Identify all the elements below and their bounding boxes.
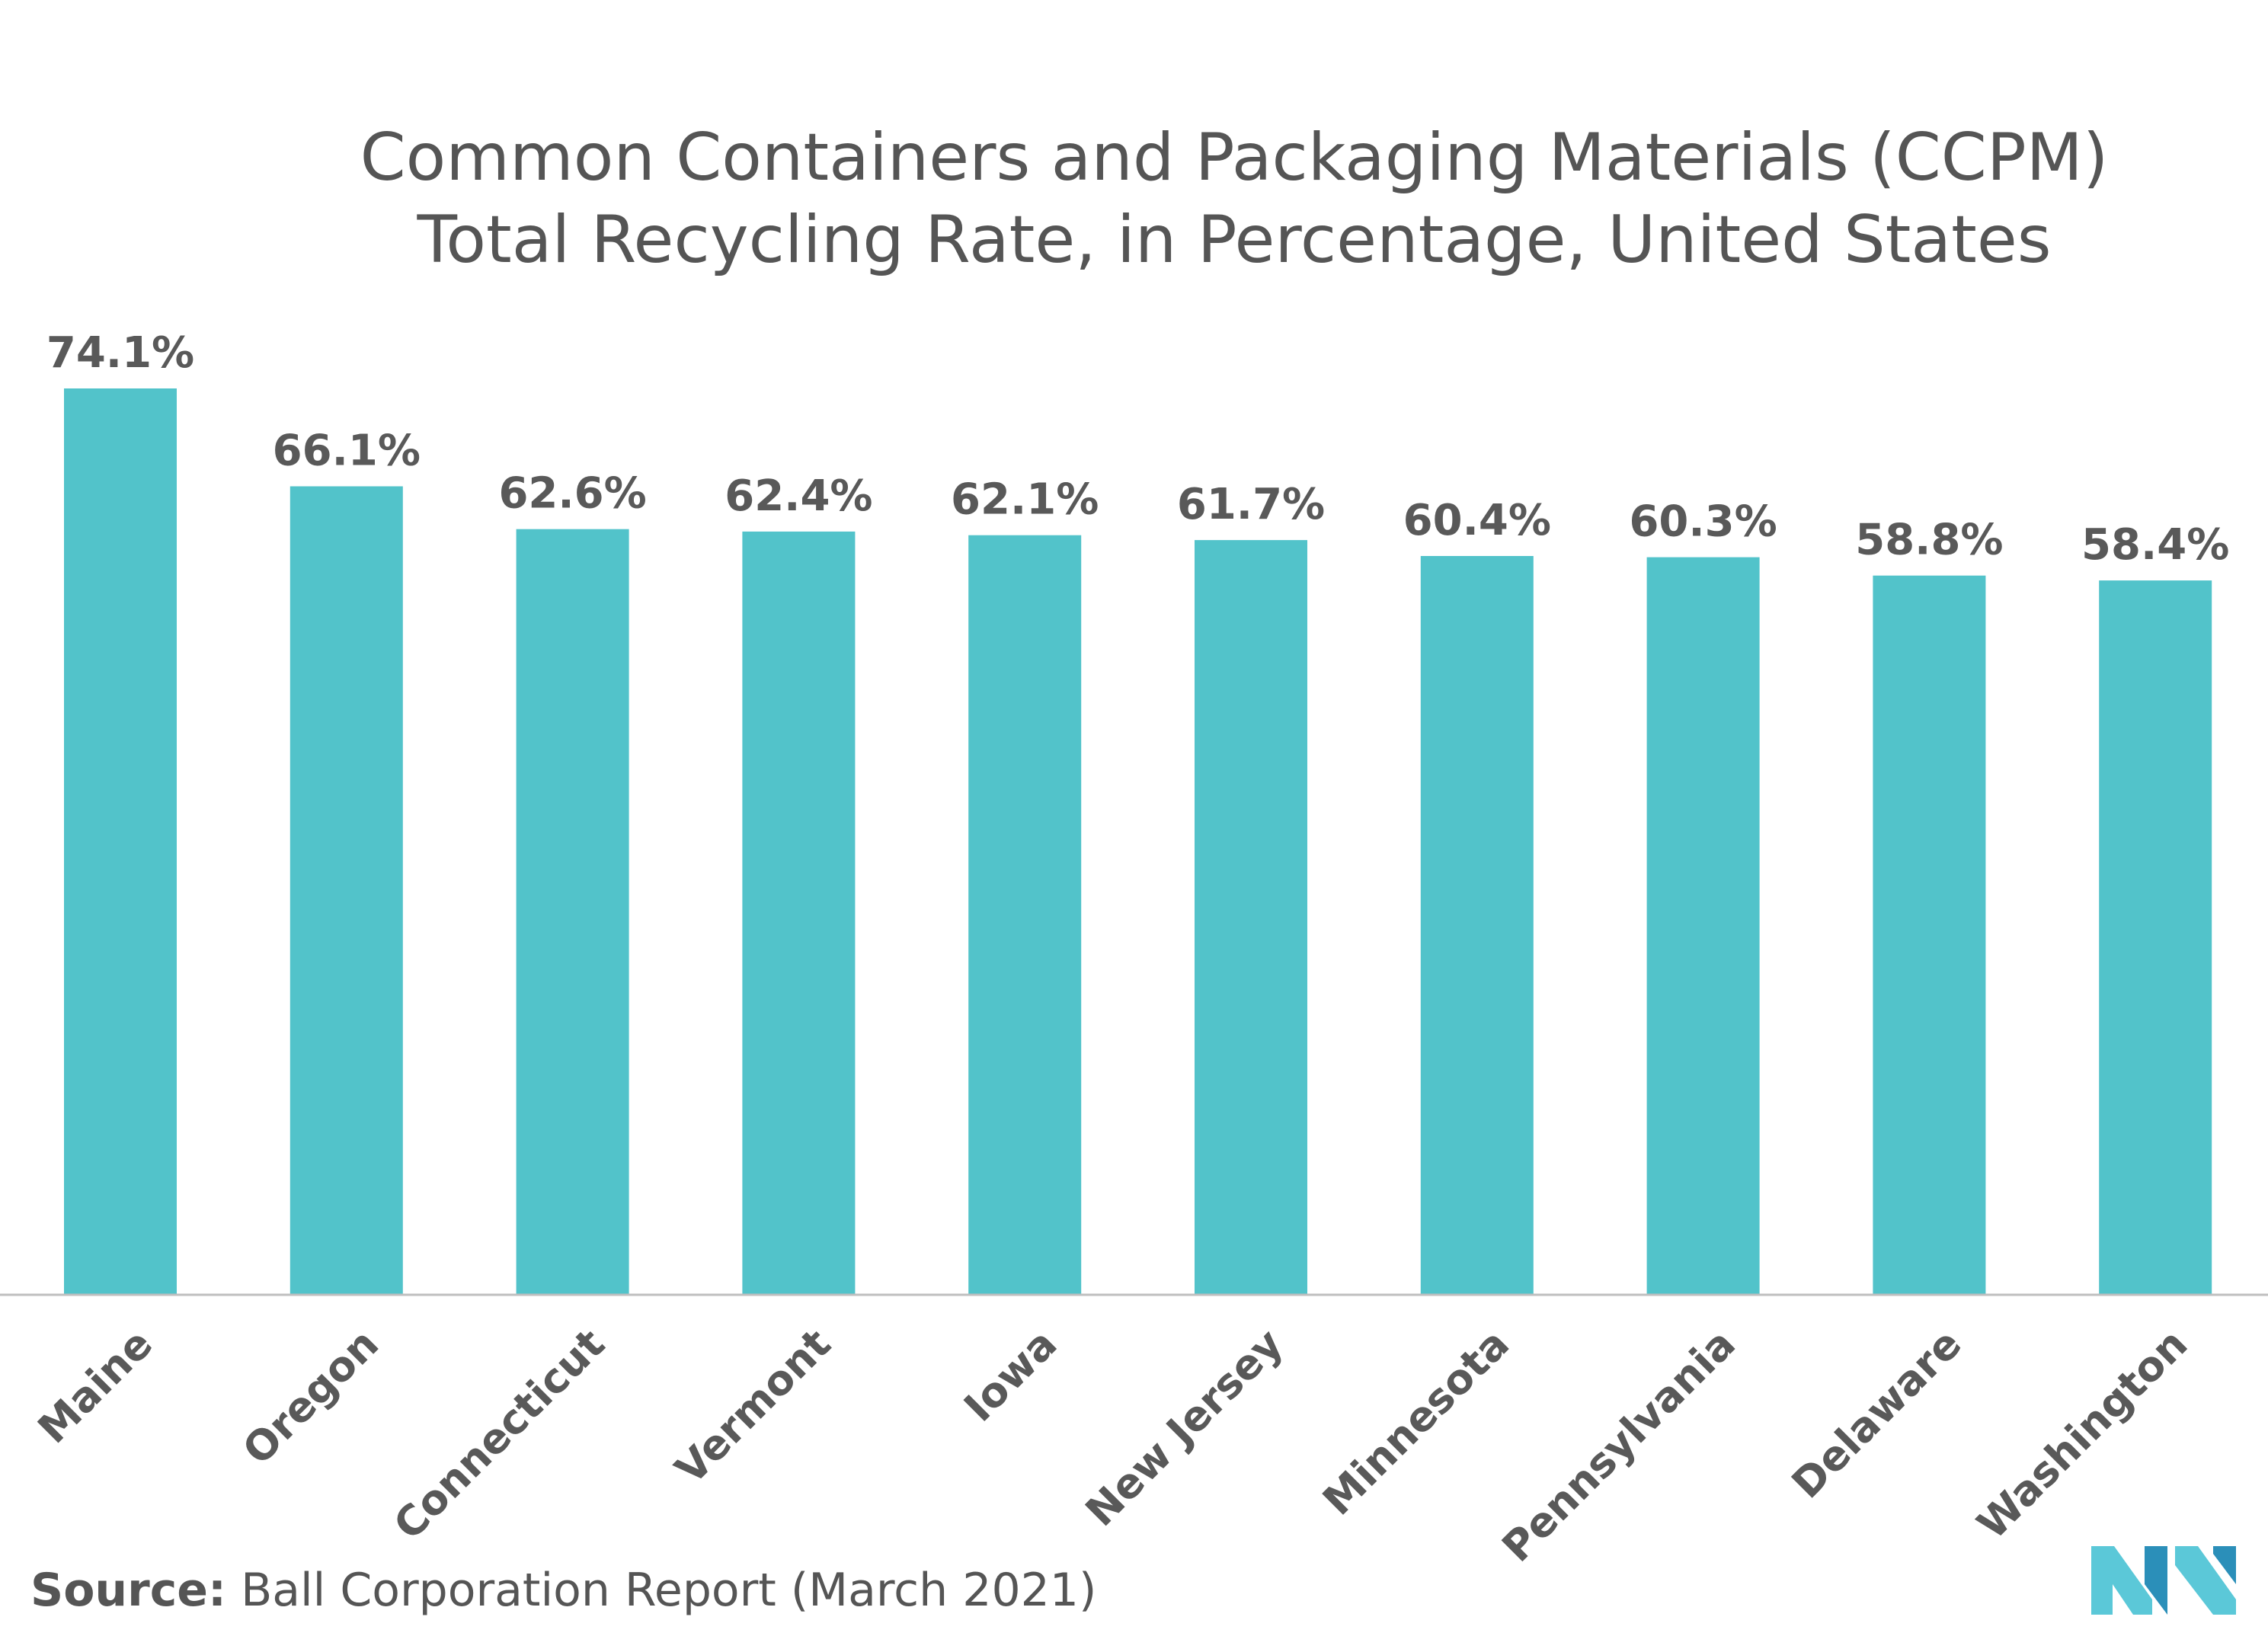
source-note: Source: Ball Corporation Report (March 2… — [30, 1567, 1096, 1613]
value-label: 61.7% — [1177, 480, 1325, 529]
category-label: Connecticut — [385, 1320, 614, 1549]
bar-vermont — [742, 531, 856, 1295]
category-label: Delaware — [1783, 1320, 1971, 1508]
category-label: Oregon — [234, 1320, 388, 1474]
bar-minnesota — [1420, 556, 1534, 1295]
bar-new-jersey — [1195, 540, 1307, 1295]
bar-iowa — [968, 535, 1082, 1295]
value-label: 62.6% — [498, 469, 646, 519]
source-label: Source: — [30, 1564, 226, 1617]
value-label: 58.4% — [2081, 520, 2229, 570]
category-label: New Jersey — [1076, 1320, 1292, 1535]
category-label: Maine — [29, 1320, 162, 1452]
bar-connecticut — [516, 529, 629, 1295]
category-label: Vermont — [666, 1320, 840, 1494]
bar-maine — [64, 388, 177, 1295]
value-label: 62.4% — [725, 471, 872, 521]
company-logo-icon — [2091, 1546, 2236, 1615]
source-text: Ball Corporation Report (March 2021) — [226, 1564, 1097, 1617]
bar-washington — [2099, 580, 2212, 1295]
category-label: Washington — [1968, 1320, 2196, 1548]
bars-group — [64, 388, 2212, 1295]
value-label: 60.4% — [1403, 496, 1551, 545]
category-label: Iowa — [955, 1320, 1066, 1431]
category-label: Pennsylvania — [1493, 1320, 1745, 1571]
chart-title-line-2: Total Recycling Rate, in Percentage, Uni… — [417, 202, 2052, 278]
value-label: 58.8% — [1855, 516, 2003, 565]
chart-title-line-1: Common Containers and Packaging Material… — [360, 120, 2109, 196]
bar-oregon — [289, 486, 403, 1295]
category-label: Minnesota — [1313, 1320, 1518, 1525]
value-label: 62.1% — [951, 475, 1099, 525]
value-label: 60.3% — [1629, 497, 1777, 547]
value-label: 74.1% — [46, 328, 194, 378]
bar-delaware — [1873, 575, 1986, 1295]
value-label: 66.1% — [273, 427, 421, 476]
value-labels-group: 74.1% 66.1% 62.6% 62.4% 62.1% 61.7% 60.4% 60.3%… — [46, 328, 2229, 570]
bar-pennsylvania — [1646, 557, 1760, 1295]
